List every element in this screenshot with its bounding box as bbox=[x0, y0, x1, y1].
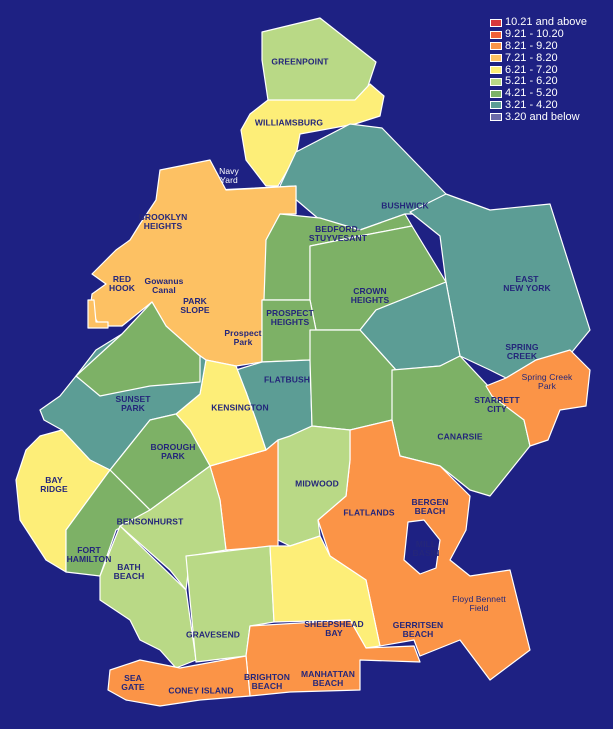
label-brighton-beach: BRIGHTON BEACH bbox=[244, 672, 290, 691]
legend-item: 7.21 - 8.20 bbox=[490, 52, 587, 64]
legend-label: 3.20 and below bbox=[505, 110, 580, 123]
region-mill-basin-water bbox=[403, 519, 441, 575]
label-bedford-stuyvesant: BEDFORD- STUYVESANT bbox=[308, 224, 368, 243]
legend-item: 10.21 and above bbox=[490, 17, 587, 29]
label-manhattan-beach: MANHATTAN BEACH bbox=[301, 669, 355, 688]
region-fort-hamilton bbox=[65, 469, 151, 577]
label-park-slope: PARK SLOPE bbox=[180, 296, 210, 315]
label-sheepshead-bay: SHEEPSHEAD BAY bbox=[304, 619, 364, 638]
label-borough-park: BOROUGH PARK bbox=[150, 442, 196, 461]
label-floyd-bennett-field: Floyd Bennett Field bbox=[452, 594, 506, 613]
label-prospect-park: Prospect Park bbox=[224, 328, 262, 347]
label-sea-gate: SEA GATE bbox=[121, 673, 145, 692]
legend-item: 5.21 - 6.20 bbox=[490, 76, 587, 88]
legend-label: 10.21 and above bbox=[505, 16, 587, 29]
label-spring-creek: SPRING CREEK bbox=[505, 342, 539, 361]
label-crown-heights: CROWN HEIGHTS bbox=[350, 286, 390, 305]
label-brooklyn-heights: BROOKLYN HEIGHTS bbox=[138, 212, 188, 231]
label-starrett-city: STARRETT CITY bbox=[474, 395, 520, 414]
label-mill-basin: MILL BASIN bbox=[412, 539, 440, 558]
legend-swatch bbox=[490, 77, 502, 86]
label-gravesend: GRAVESEND bbox=[185, 629, 241, 640]
legend-swatch bbox=[490, 42, 502, 51]
legend-item: 3.20 and below bbox=[490, 111, 587, 123]
label-canarsie: CANARSIE bbox=[437, 431, 483, 442]
legend-item: 4.21 - 5.20 bbox=[490, 88, 587, 100]
label-prospect-heights: PROSPECT HEIGHTS bbox=[266, 308, 314, 327]
label-williamsburg: WILLIAMSBURG bbox=[254, 117, 324, 128]
region-williamsburg bbox=[240, 83, 385, 187]
legend: 10.21 and above 9.21 - 10.20 8.21 - 9.20… bbox=[490, 17, 587, 123]
label-spring-creek-park: Spring Creek Park bbox=[521, 372, 573, 391]
region-midwood bbox=[277, 425, 351, 547]
legend-swatch bbox=[490, 18, 502, 27]
label-midwood: MIDWOOD bbox=[295, 478, 339, 489]
label-navy-yard: Navy Yard bbox=[219, 166, 239, 185]
label-flatlands: FLATLANDS bbox=[343, 507, 395, 518]
region-sheepshead-north bbox=[269, 535, 381, 649]
label-red-hook: RED HOOK bbox=[109, 274, 135, 293]
label-fort-hamilton: FORT HAMILTON bbox=[66, 545, 112, 564]
legend-label: 7.21 - 8.20 bbox=[505, 51, 558, 64]
legend-swatch bbox=[490, 113, 502, 122]
legend-swatch bbox=[490, 101, 502, 110]
legend-label: 9.21 - 10.20 bbox=[505, 28, 564, 41]
label-sunset-park: SUNSET PARK bbox=[115, 394, 151, 413]
label-bergen-beach: BERGEN BEACH bbox=[411, 497, 449, 516]
legend-swatch bbox=[490, 30, 502, 39]
label-gerritsen-beach: GERRITSEN BEACH bbox=[392, 620, 444, 639]
legend-item: 8.21 - 9.20 bbox=[490, 39, 587, 53]
label-coney-island: CONEY ISLAND bbox=[168, 685, 234, 696]
label-flatbush: FLATBUSH bbox=[264, 374, 310, 385]
legend-swatch bbox=[490, 54, 502, 63]
label-bath-beach: BATH BEACH bbox=[113, 562, 145, 581]
label-bensonhurst: BENSONHURST bbox=[116, 516, 184, 527]
legend-label: 4.21 - 5.20 bbox=[505, 87, 558, 100]
legend-item: 3.21 - 4.20 bbox=[490, 98, 587, 112]
region-sunset-park-north bbox=[75, 301, 201, 397]
region-coney-island bbox=[107, 655, 251, 707]
label-kensington: KENSINGTON bbox=[211, 402, 269, 413]
region-red-hook-pier bbox=[87, 299, 109, 329]
legend-label: 6.21 - 7.20 bbox=[505, 63, 558, 76]
legend-label: 3.21 - 4.20 bbox=[505, 98, 558, 111]
label-bay-ridge: BAY RIDGE bbox=[40, 475, 68, 494]
label-bushwick: BUSHWICK bbox=[381, 200, 429, 211]
legend-item: 9.21 - 10.20 bbox=[490, 29, 587, 41]
region-starrett-city bbox=[485, 349, 591, 447]
label-gowanus-canal: Gowanus Canal bbox=[144, 276, 184, 295]
label-greenpoint: GREENPOINT bbox=[271, 56, 329, 67]
legend-label: 5.21 - 6.20 bbox=[505, 75, 558, 88]
label-east-new-york: EAST NEW YORK bbox=[503, 274, 551, 293]
legend-swatch bbox=[490, 66, 502, 75]
region-bath-beach bbox=[99, 525, 197, 669]
legend-swatch bbox=[490, 89, 502, 98]
legend-label: 8.21 - 9.20 bbox=[505, 39, 558, 52]
legend-item: 6.21 - 7.20 bbox=[490, 64, 587, 76]
